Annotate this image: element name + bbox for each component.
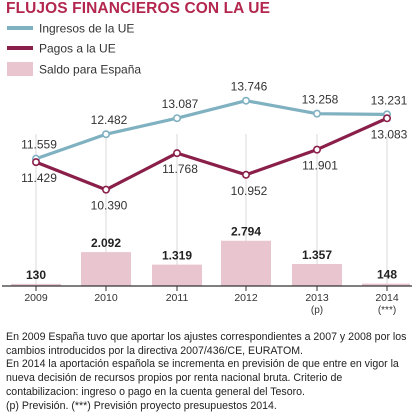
bar-label-2011: 1.319 (162, 249, 192, 263)
footnote: En 2009 España tuvo que aportar los ajus… (6, 331, 407, 357)
x-axis-labels: 2009 2010 2011 2012 2013(p) 2014(***) (24, 292, 399, 316)
footnote: (p) Previsión. (***) Previsión proyecto … (6, 399, 277, 412)
value-label-ingresos-2012: 13.746 (231, 80, 268, 94)
point-pagos-2009 (31, 158, 40, 167)
x-label-note: (p) (311, 305, 323, 316)
value-label-pagos-2012: 10.952 (231, 184, 268, 198)
bar-saldo-2014 (362, 283, 410, 286)
series-lines (35, 99, 388, 192)
chart-title: FLUJOS FINANCIEROS CON LA UE (6, 0, 271, 17)
bar-labels-saldo: 130 2.092 1.319 2.794 1.357 148 (26, 225, 397, 282)
value-label-ingresos-2014: 13.231 (371, 93, 408, 107)
x-axis-ticks (35, 286, 388, 291)
point-ingresos-2013 (312, 109, 321, 118)
value-label-ingresos-2009: 11.559 (21, 138, 57, 152)
bar-label-2014: 148 (377, 268, 397, 282)
legend-label-saldo: Saldo para España (39, 63, 141, 77)
legend-label-pagos: Pagos a la UE (39, 42, 116, 56)
bar-saldo-2013 (292, 264, 342, 286)
point-pagos-2011 (173, 149, 182, 158)
bars-saldo (11, 240, 410, 286)
point-ingresos-2012 (242, 96, 251, 105)
footnotes: En 2009 España tuvo que aportar los ajus… (6, 331, 410, 413)
x-label-2012: 2012 (234, 292, 258, 304)
bar-saldo-2009 (11, 283, 61, 286)
bar-label-2013: 1.357 (302, 248, 332, 262)
x-label-2011: 2011 (166, 292, 189, 304)
x-label-2013: 2013 (305, 292, 329, 304)
point-pagos-2013 (312, 145, 321, 154)
bar-saldo-2010 (81, 252, 131, 286)
value-label-ingresos-2013: 13.258 (302, 93, 339, 107)
point-ingresos-2010 (102, 130, 111, 139)
x-label-2010: 2010 (94, 292, 118, 304)
value-label-pagos-2009: 11.429 (21, 171, 57, 185)
x-label-2009: 2009 (24, 292, 48, 304)
point-pagos-2010 (102, 185, 111, 194)
value-label-ingresos-2010: 12.482 (91, 113, 128, 127)
bar-label-2012: 2.794 (231, 225, 261, 239)
bar-saldo-2011 (152, 264, 202, 286)
chart: Ingresos de la UE Pagos a la UE Saldo pa… (2, 22, 412, 316)
value-label-ingresos-2011: 13.087 (162, 97, 199, 111)
x-label-note: (***) (378, 305, 396, 316)
line-pagos (35, 116, 388, 192)
bar-saldo-2012 (221, 240, 271, 286)
legend-label-ingresos: Ingresos de la UE (39, 22, 134, 36)
point-pagos-2014 (382, 114, 391, 123)
point-ingresos-2011 (173, 114, 182, 123)
line-ingresos (35, 99, 388, 161)
bar-label-2010: 2.092 (91, 236, 121, 250)
value-label-pagos-2011: 11.768 (162, 162, 198, 176)
x-label-2014: 2014 (375, 292, 399, 304)
point-pagos-2012 (242, 170, 251, 179)
series-points (31, 96, 391, 194)
legend: Ingresos de la UE Pagos a la UE Saldo pa… (7, 22, 141, 77)
value-label-pagos-2013: 11.901 (302, 159, 338, 173)
footnote: En 2014 la aportación española se increm… (6, 358, 399, 398)
series-value-labels: 11.559 12.482 13.087 13.746 13.258 13.231 11.4… (21, 80, 408, 213)
value-label-pagos-2014: 13.083 (371, 127, 408, 141)
bar-label-2009: 130 (26, 268, 46, 282)
value-label-pagos-2010: 10.390 (91, 199, 128, 213)
legend-swatch-saldo (7, 62, 33, 76)
